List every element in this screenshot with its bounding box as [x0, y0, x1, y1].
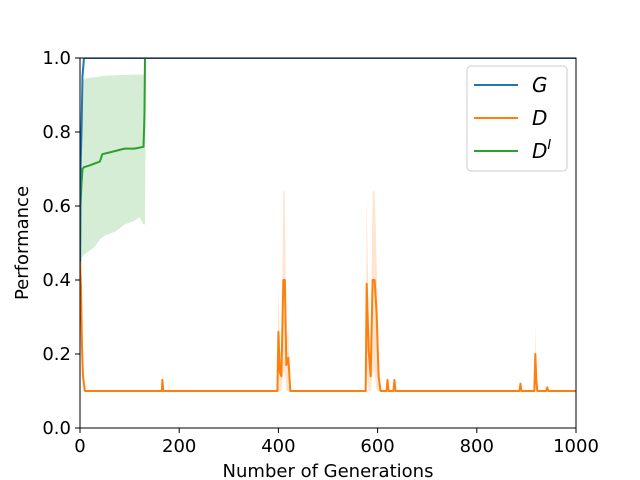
- series-band-1: [80, 191, 576, 391]
- plot-frame: [79, 57, 577, 429]
- y-tick-label: 1.0: [42, 48, 71, 69]
- x-tick-label: 1000: [553, 436, 599, 457]
- y-axis-label: Performance: [12, 186, 33, 300]
- series-line-1: [80, 261, 576, 392]
- x-tick-label: 200: [162, 436, 196, 457]
- y-tick-label: 0.4: [42, 270, 71, 291]
- legend: GD DI: [466, 65, 568, 172]
- y-tick-label: 0.2: [42, 344, 71, 365]
- y-tick-label: 0.6: [42, 196, 71, 217]
- legend-label-0: G: [532, 73, 548, 97]
- series-line-2: [80, 58, 576, 269]
- series-band-2: [80, 58, 576, 280]
- x-tick-label: 0: [74, 436, 85, 457]
- legend-label-1: D: [532, 106, 547, 130]
- y-tick-label: 0.0: [42, 418, 71, 439]
- x-tick-label: 400: [261, 436, 295, 457]
- x-axis-label: Number of Generations: [223, 461, 434, 480]
- x-tick-label: 800: [460, 436, 494, 457]
- y-tick-label: 0.8: [42, 122, 71, 143]
- legend-label-2: DI: [532, 138, 551, 163]
- x-tick-label: 600: [360, 436, 394, 457]
